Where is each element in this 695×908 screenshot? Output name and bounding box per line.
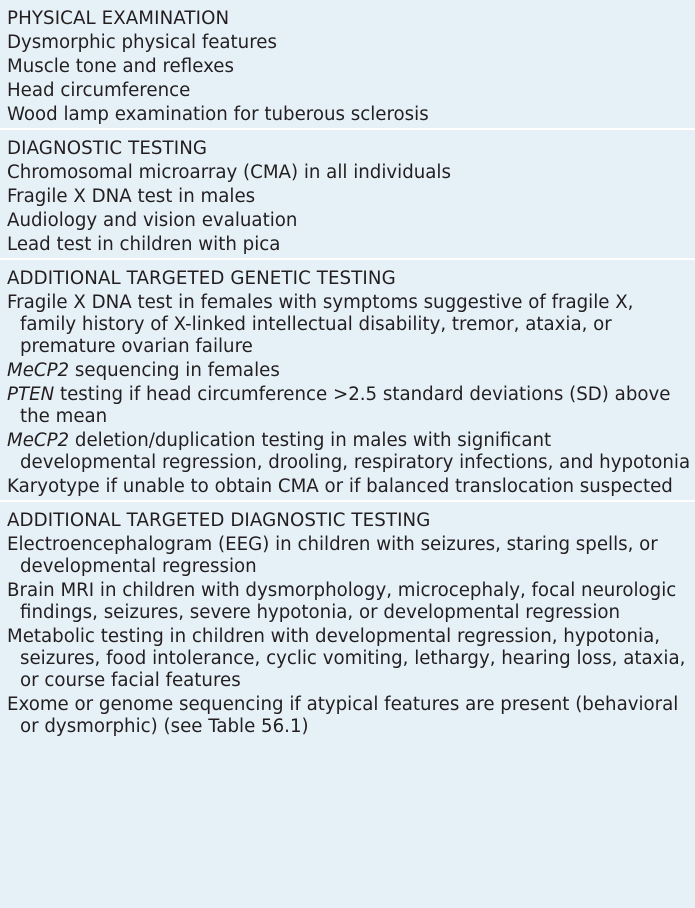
section-additional-genetic-testing: ADDITIONAL TARGETED GENETIC TESTING Frag… <box>0 258 695 500</box>
list-item: Muscle tone and reflexes <box>7 56 234 77</box>
item-text: deletion/duplication testing in males wi… <box>20 430 691 473</box>
section-title: ADDITIONAL TARGETED GENETIC TESTING <box>7 268 396 289</box>
list-item: Exome or genome sequencing if atypical f… <box>7 694 679 737</box>
list-item: Fragile X DNA test in females with sympt… <box>7 292 634 357</box>
gene-name: PTEN <box>7 384 55 405</box>
list-item: MeCP2 deletion/duplication testing in ma… <box>7 430 695 474</box>
section-additional-diagnostic-testing: ADDITIONAL TARGETED DIAGNOSTIC TESTING E… <box>0 500 695 740</box>
section-physical-examination: PHYSICAL EXAMINATION Dysmorphic physical… <box>0 0 695 128</box>
gene-name: MeCP2 <box>7 430 70 451</box>
list-item: Chromosomal microarray (CMA) in all indi… <box>7 162 451 183</box>
item-text: testing if head circumference >2.5 stand… <box>20 384 671 427</box>
item-text: sequencing in females <box>69 360 280 381</box>
section-diagnostic-testing: DIAGNOSTIC TESTING Chromosomal microarra… <box>0 128 695 258</box>
list-item: Audiology and vision evaluation <box>7 210 298 231</box>
list-item: Lead test in children with pica <box>7 234 281 255</box>
list-item: PTEN testing if head circumference >2.5 … <box>7 384 695 428</box>
gene-name: MeCP2 <box>7 360 70 381</box>
section-title: ADDITIONAL TARGETED DIAGNOSTIC TESTING <box>7 510 431 531</box>
list-item: Dysmorphic physical features <box>7 32 277 53</box>
list-item: Wood lamp examination for tuberous scler… <box>7 104 429 125</box>
list-item: Brain MRI in children with dysmorphology… <box>7 580 677 623</box>
list-item: Metabolic testing in children with devel… <box>7 626 686 691</box>
section-title: DIAGNOSTIC TESTING <box>7 138 208 159</box>
list-item: Head circumference <box>7 80 191 101</box>
section-title: PHYSICAL EXAMINATION <box>7 8 230 29</box>
list-item: Electroencephalogram (EEG) in children w… <box>7 534 658 577</box>
list-item: Fragile X DNA test in males <box>7 186 256 207</box>
list-item: MeCP2 sequencing in females <box>7 360 695 382</box>
list-item: Karyotype if unable to obtain CMA or if … <box>7 476 673 497</box>
